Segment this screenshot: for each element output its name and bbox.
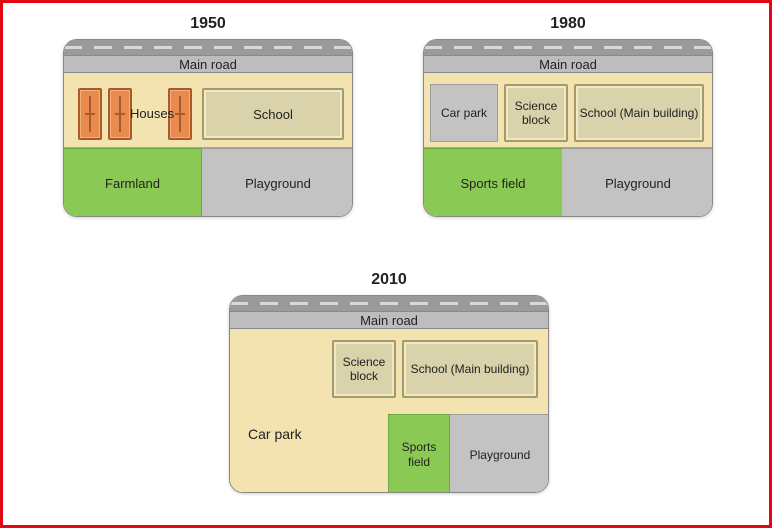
main-road-label: Main road <box>424 55 712 73</box>
carpark-block: Car park <box>430 84 498 142</box>
road-dashes <box>64 46 352 49</box>
playground-block: Playground <box>562 148 713 217</box>
road-surface <box>230 296 548 311</box>
map-1980: Main road Car park Science block School … <box>423 39 713 217</box>
sportsfield-label: Sports field <box>460 176 525 192</box>
sportsfield-block: Sports field <box>424 148 562 217</box>
school-main-building: School (Main building) <box>402 340 538 398</box>
school-label: School <box>253 107 293 122</box>
year-label-2010: 2010 <box>229 271 549 289</box>
house-icon <box>108 88 132 140</box>
year-label-1980: 1980 <box>423 15 713 33</box>
playground-label: Playground <box>605 176 671 191</box>
year-label-1950: 1950 <box>63 15 353 33</box>
science-block: Science block <box>504 84 568 142</box>
road-surface <box>424 40 712 55</box>
houses-label: Houses <box>130 106 174 121</box>
science-label: Science block <box>334 355 394 384</box>
science-label: Science block <box>506 99 566 128</box>
school-label: School (Main building) <box>580 106 699 120</box>
playground-block: Playground <box>450 414 549 493</box>
road-dashes <box>230 302 548 305</box>
playground-label: Playground <box>470 448 531 462</box>
playground-label: Playground <box>245 176 311 191</box>
playground-block: Playground <box>202 148 353 217</box>
road-dashes <box>424 46 712 49</box>
science-block: Science block <box>332 340 396 398</box>
farmland-label: Farmland <box>105 176 160 191</box>
road-surface <box>64 40 352 55</box>
carpark-label: Car park <box>441 106 487 120</box>
school-label: School (Main building) <box>411 362 530 376</box>
school-main-building: School (Main building) <box>574 84 704 142</box>
farmland-block: Farmland <box>64 148 202 217</box>
map-2010: Main road Science block School (Main bui… <box>229 295 549 493</box>
diagram-frame: 1950 Main road Houses School Farmland Pl… <box>0 0 772 528</box>
map-1950: Main road Houses School Farmland Playgro… <box>63 39 353 217</box>
sportsfield-block: Sports field <box>388 414 450 493</box>
main-road-label: Main road <box>64 55 352 73</box>
main-road-label: Main road <box>230 311 548 329</box>
house-icon <box>78 88 102 140</box>
carpark-label-text: Car park <box>248 426 302 442</box>
school-building: School <box>202 88 344 140</box>
sportsfield-label: Sports field <box>389 440 449 469</box>
